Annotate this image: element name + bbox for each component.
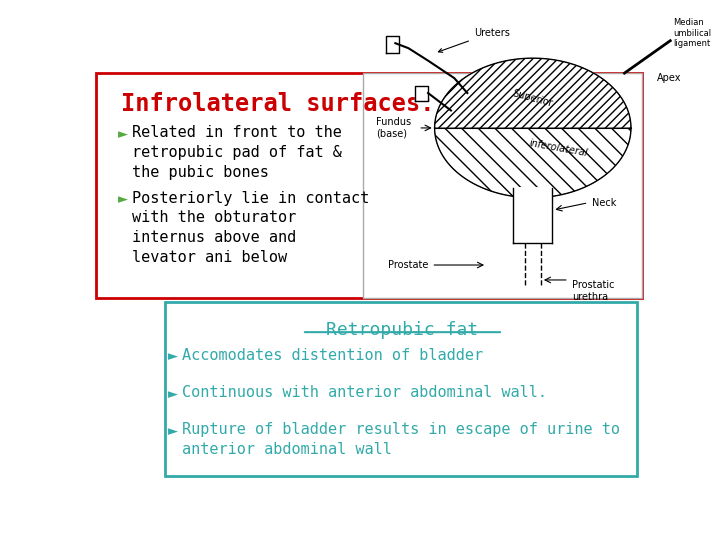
Text: Rupture of bladder results in escape of urine to
anterior abdominal wall: Rupture of bladder results in escape of … <box>182 422 620 457</box>
Polygon shape <box>385 36 399 53</box>
Bar <box>96 73 642 298</box>
Text: Accomodates distention of bladder: Accomodates distention of bladder <box>182 348 483 362</box>
Polygon shape <box>435 128 631 198</box>
Text: Related in front to the
retropubic pad of fat &
the pubic bones: Related in front to the retropubic pad o… <box>132 125 342 180</box>
Polygon shape <box>435 58 631 128</box>
Text: ►: ► <box>118 125 128 143</box>
Polygon shape <box>415 85 428 100</box>
Ellipse shape <box>487 250 579 280</box>
Text: Apex: Apex <box>657 73 682 83</box>
Polygon shape <box>513 188 552 242</box>
Bar <box>166 302 636 476</box>
Bar <box>364 73 642 298</box>
Text: Fundus
(base): Fundus (base) <box>376 117 411 139</box>
Text: Prostatic
urethra: Prostatic urethra <box>572 280 615 301</box>
Text: ►: ► <box>168 348 178 366</box>
Text: inferolateral: inferolateral <box>528 138 589 158</box>
Text: ►: ► <box>168 422 178 441</box>
Text: Infrolateral surfaces:: Infrolateral surfaces: <box>121 92 434 116</box>
Text: Prostate: Prostate <box>387 260 428 270</box>
Text: Continuous with anterior abdominal wall.: Continuous with anterior abdominal wall. <box>182 385 547 400</box>
Text: Ureters: Ureters <box>438 28 510 52</box>
Text: ►: ► <box>168 385 178 403</box>
Text: ►: ► <box>118 191 128 208</box>
Text: Neck: Neck <box>592 198 616 208</box>
Text: Retropubic fat: Retropubic fat <box>326 321 479 339</box>
Text: Posteriorly lie in contact
with the obturator
internus above and
levator ani bel: Posteriorly lie in contact with the obtu… <box>132 191 369 265</box>
Text: Median
umbilical
ligament: Median umbilical ligament <box>673 18 711 48</box>
Text: Superior: Superior <box>512 88 554 108</box>
